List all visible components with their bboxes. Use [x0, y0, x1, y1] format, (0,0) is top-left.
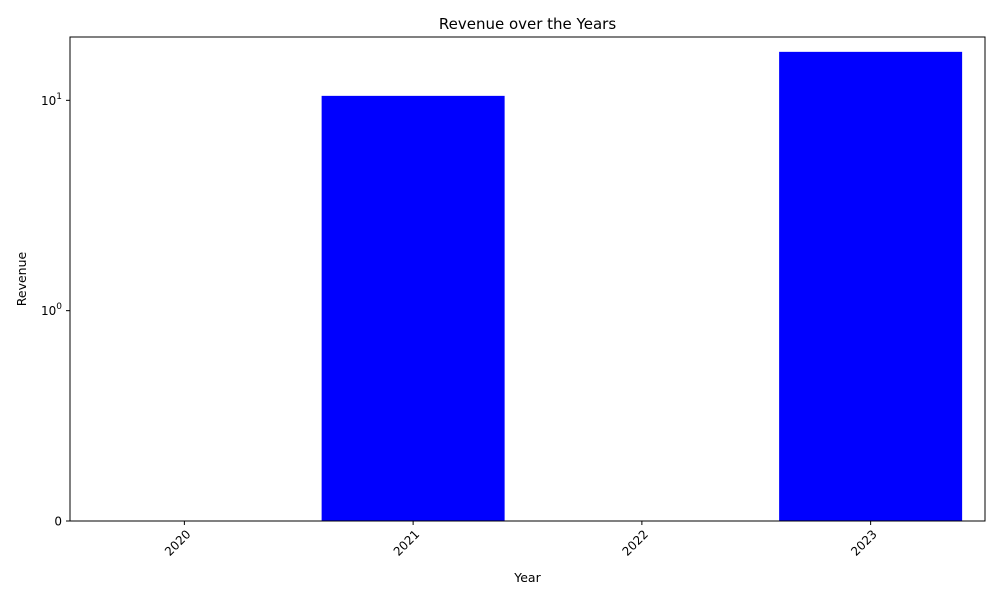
chart-title: Revenue over the Years: [439, 15, 616, 33]
x-tick-label-2020: 2020: [162, 527, 193, 558]
y-axis-ticks: 0 100 101: [41, 92, 70, 529]
bar-2023: [779, 51, 963, 521]
x-tick-label-2023: 2023: [848, 527, 879, 558]
plot-frame: [69, 36, 986, 522]
x-tick-label-2022: 2022: [619, 527, 650, 558]
bars-group: [321, 51, 963, 522]
x-tick-label-2021: 2021: [391, 527, 422, 558]
x-axis-label: Year: [513, 570, 541, 585]
y-tick-label: 0: [54, 515, 62, 529]
y-tick-label: 100: [41, 302, 62, 318]
y-axis-label: Revenue: [14, 251, 29, 306]
bar-2021: [321, 95, 505, 522]
x-axis-ticks: 2020 2021 2022 2023: [162, 521, 880, 559]
y-tick-label: 101: [41, 92, 62, 108]
